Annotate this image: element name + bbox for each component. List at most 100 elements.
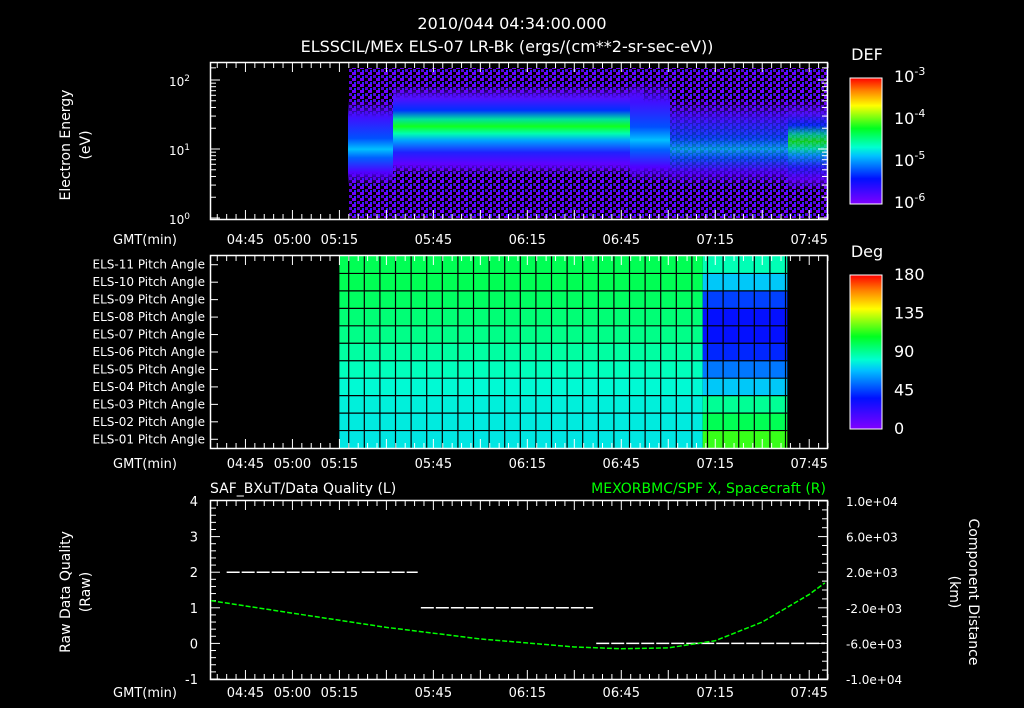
pitch-cell (339, 413, 703, 431)
spectrogram-ytick-100: 102 (169, 74, 190, 89)
time-tick-label: 06:45 (603, 457, 640, 472)
time-tick-label: 07:15 (697, 457, 734, 472)
quality-right-tick-label: -6.0e+03 (846, 637, 902, 651)
def-tick-1e-4: 10-4 (894, 107, 925, 128)
pitch-row-label: ELS-11 Pitch Angle (93, 258, 205, 272)
time-tick-label: 04:45 (227, 233, 264, 248)
pitch-cell (339, 325, 703, 344)
def-tick-1e-6: 10-6 (894, 191, 925, 212)
def-tick-1e-5: 10-5 (894, 149, 925, 170)
spectrogram-ylabel: Electron Energy (58, 90, 74, 201)
quality-right-tick-label: -1.0e+04 (846, 673, 902, 687)
pitch-angle-row-labels: ELS-11 Pitch Angle ELS-10 Pitch Angle ELS-… (93, 258, 218, 446)
pitch-row-label: ELS-03 Pitch Angle (93, 397, 205, 411)
pitch-cell (702, 413, 788, 431)
pitch-cell (702, 360, 788, 379)
deg-colorbar (849, 274, 883, 430)
pitch-cell (702, 273, 788, 291)
quality-left-tick-label: 1 (190, 602, 198, 617)
time-tick-label: 07:45 (790, 233, 827, 248)
time-tick-label: 06:45 (603, 686, 640, 701)
spectrogram-xticklabels: 04:45 05:00 05:15 05:45 06:15 06:45 07:15 07:45 (227, 233, 828, 248)
pitch-cell (702, 308, 788, 326)
spectrogram-band-late (670, 100, 788, 185)
pitch-row-label: ELS-05 Pitch Angle (93, 362, 205, 376)
pitch-cell (339, 256, 703, 274)
pitch-angle-xlabel: GMT(min) (113, 457, 177, 472)
pitch-row-label: ELS-06 Pitch Angle (93, 345, 205, 359)
deg-tick-label: 0 (894, 419, 904, 438)
quality-right-title: MEXORBMC/SPF X, Spacecraft (R) (591, 481, 826, 497)
quality-left-title: SAF_BXuT/Data Quality (L) (210, 481, 396, 497)
time-tick-label: 05:00 (274, 233, 311, 248)
deg-tick-label: 90 (894, 342, 914, 361)
pitch-cell (702, 290, 788, 309)
time-tick-label: 05:45 (415, 233, 452, 248)
pitch-angle-heatmap (339, 256, 788, 448)
time-tick-label: 07:45 (790, 457, 827, 472)
pitch-row-label: ELS-10 Pitch Angle (93, 275, 205, 289)
time-tick-label: 07:45 (790, 686, 827, 701)
quality-yunit-right: (km) (946, 576, 962, 609)
spectrogram-panel: 102 101 100 Electron Energy (eV) DEF 10-… (58, 45, 925, 248)
pitch-cell (339, 290, 703, 309)
pitch-angle-ticks (216, 256, 829, 448)
spectrogram-yunit: (eV) (78, 130, 94, 159)
time-tick-label: 05:15 (321, 233, 358, 248)
pitch-row-label: ELS-08 Pitch Angle (93, 310, 205, 324)
quality-left-yticklabels: 4 3 2 1 0 -1 (185, 495, 198, 688)
quality-yunit-left: (Raw) (78, 572, 94, 612)
spectrogram-ytick-1: 100 (169, 212, 190, 227)
spectrogram-band-event (630, 82, 670, 182)
pitch-cell (339, 378, 703, 396)
spectrogram-xlabel: GMT(min) (113, 233, 177, 248)
quality-right-tick-label: -2.0e+03 (846, 602, 902, 616)
deg-tick-label: 45 (894, 381, 914, 400)
quality-ylabel-left: Raw Data Quality (58, 531, 74, 653)
quality-left-tick-label: -1 (185, 673, 198, 688)
quality-frame (209, 499, 829, 681)
spectrogram-ticks (211, 63, 829, 219)
pitch-cell (702, 256, 788, 274)
pitch-row-label: ELS-01 Pitch Angle (93, 432, 205, 446)
pitch-cell (702, 378, 788, 396)
time-tick-label: 04:45 (227, 457, 264, 472)
pitch-cell (702, 325, 788, 344)
time-tick-label: 06:15 (509, 233, 546, 248)
time-tick-label: 05:45 (415, 686, 452, 701)
quality-right-tick-label: 6.0e+03 (846, 531, 898, 545)
pitch-angle-frame (209, 254, 829, 450)
quality-ylabel-right: Component Distance (965, 519, 981, 666)
spectrogram-frame (209, 61, 829, 221)
quality-left-tick-label: 0 (190, 637, 198, 652)
pitch-cell (339, 360, 703, 379)
time-tick-label: 05:00 (274, 686, 311, 701)
def-colorbar (849, 77, 883, 205)
quality-series (210, 571, 826, 650)
quality-right-tick-label: 1.0e+04 (846, 495, 898, 509)
pitch-cell (339, 430, 703, 448)
quality-left-tick-label: 3 (190, 531, 198, 546)
deg-tick-label: 180 (894, 265, 925, 284)
pitch-cell (702, 343, 788, 361)
def-tick-1e-3: 10-3 (894, 65, 925, 86)
quality-ticks (211, 500, 829, 680)
pitch-angle-panel: ELS-11 Pitch Angle ELS-10 Pitch Angle ELS-… (93, 242, 925, 472)
time-tick-label: 07:15 (697, 686, 734, 701)
spf-x-series (210, 582, 826, 650)
quality-left-tick-label: 2 (190, 566, 198, 581)
time-tick-label: 07:15 (697, 233, 734, 248)
quality-left-tick-label: 4 (190, 495, 198, 510)
time-tick-label: 06:45 (603, 233, 640, 248)
pitch-row-label: ELS-04 Pitch Angle (93, 380, 205, 394)
pitch-cell (339, 395, 703, 414)
deg-colorbar-title: Deg (851, 242, 883, 261)
def-colorbar-title: DEF (851, 45, 883, 64)
time-tick-label: 05:00 (274, 457, 311, 472)
quality-xticklabels: 04:45 05:00 05:15 05:45 06:15 06:45 07:15 07:45 (227, 686, 828, 701)
pitch-cell (339, 343, 703, 361)
pitch-cell (339, 308, 703, 326)
pitch-cell (702, 395, 788, 414)
pitch-row-label: ELS-09 Pitch Angle (93, 293, 205, 307)
time-tick-label: 06:15 (509, 686, 546, 701)
